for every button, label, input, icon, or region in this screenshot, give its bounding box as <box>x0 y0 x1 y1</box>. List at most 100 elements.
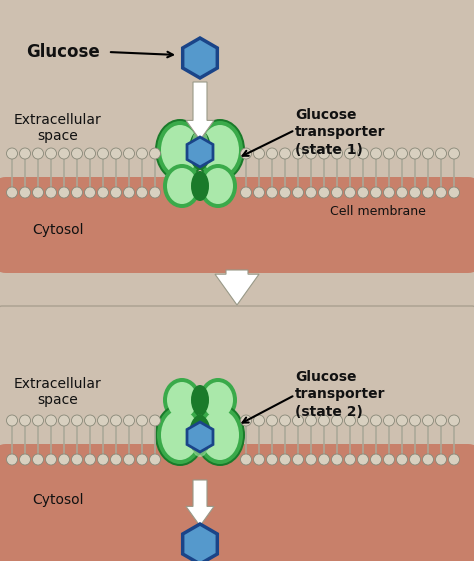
Ellipse shape <box>197 406 243 464</box>
Circle shape <box>371 187 382 198</box>
Ellipse shape <box>161 410 199 460</box>
Circle shape <box>7 148 18 159</box>
Circle shape <box>98 454 109 465</box>
Circle shape <box>46 415 56 426</box>
Circle shape <box>149 415 161 426</box>
Circle shape <box>410 454 420 465</box>
Circle shape <box>280 454 291 465</box>
Circle shape <box>110 454 121 465</box>
Circle shape <box>448 148 459 159</box>
FancyBboxPatch shape <box>0 444 474 561</box>
Circle shape <box>448 415 459 426</box>
FancyBboxPatch shape <box>0 306 474 561</box>
Circle shape <box>396 415 408 426</box>
Circle shape <box>331 148 343 159</box>
Circle shape <box>84 187 95 198</box>
Circle shape <box>110 415 121 426</box>
Circle shape <box>72 415 82 426</box>
Circle shape <box>124 148 135 159</box>
Ellipse shape <box>155 404 205 466</box>
Circle shape <box>292 187 303 198</box>
Circle shape <box>345 415 356 426</box>
Circle shape <box>319 148 329 159</box>
Circle shape <box>266 454 277 465</box>
Text: Extracellular
space: Extracellular space <box>14 113 102 143</box>
Circle shape <box>58 415 70 426</box>
Circle shape <box>46 454 56 465</box>
Circle shape <box>345 454 356 465</box>
Ellipse shape <box>203 382 233 418</box>
Text: Extracellular
space: Extracellular space <box>14 377 102 407</box>
Circle shape <box>306 148 317 159</box>
Circle shape <box>33 148 44 159</box>
Circle shape <box>396 454 408 465</box>
Circle shape <box>266 187 277 198</box>
Ellipse shape <box>197 121 243 179</box>
Circle shape <box>266 148 277 159</box>
Circle shape <box>124 415 135 426</box>
Circle shape <box>436 187 447 198</box>
Circle shape <box>371 415 382 426</box>
Ellipse shape <box>201 125 239 175</box>
Circle shape <box>98 187 109 198</box>
Circle shape <box>345 187 356 198</box>
Circle shape <box>280 187 291 198</box>
Circle shape <box>33 415 44 426</box>
Circle shape <box>345 148 356 159</box>
FancyArrow shape <box>186 480 214 526</box>
Ellipse shape <box>167 382 197 418</box>
Circle shape <box>422 415 434 426</box>
Circle shape <box>240 187 252 198</box>
Circle shape <box>149 454 161 465</box>
Circle shape <box>383 454 394 465</box>
Circle shape <box>84 148 95 159</box>
Circle shape <box>137 187 147 198</box>
Ellipse shape <box>203 168 233 204</box>
Circle shape <box>7 415 18 426</box>
Ellipse shape <box>157 121 203 179</box>
Circle shape <box>137 148 147 159</box>
Circle shape <box>410 415 420 426</box>
Circle shape <box>110 187 121 198</box>
Circle shape <box>7 187 18 198</box>
Circle shape <box>410 187 420 198</box>
Ellipse shape <box>192 130 208 154</box>
Circle shape <box>149 148 161 159</box>
Circle shape <box>331 415 343 426</box>
Circle shape <box>292 148 303 159</box>
Circle shape <box>137 415 147 426</box>
Circle shape <box>254 187 264 198</box>
Circle shape <box>137 454 147 465</box>
FancyBboxPatch shape <box>0 177 474 273</box>
Circle shape <box>254 148 264 159</box>
Circle shape <box>72 148 82 159</box>
Text: Glucose
transporter
(state 2): Glucose transporter (state 2) <box>295 370 385 419</box>
Circle shape <box>280 148 291 159</box>
Circle shape <box>19 415 30 426</box>
Ellipse shape <box>189 415 211 455</box>
Circle shape <box>98 148 109 159</box>
Circle shape <box>19 454 30 465</box>
Ellipse shape <box>163 378 201 422</box>
Circle shape <box>72 454 82 465</box>
Circle shape <box>357 148 368 159</box>
Circle shape <box>240 454 252 465</box>
Ellipse shape <box>157 406 203 464</box>
Circle shape <box>383 415 394 426</box>
Text: Glucose
transporter
(state 1): Glucose transporter (state 1) <box>295 108 385 157</box>
Circle shape <box>72 187 82 198</box>
Circle shape <box>371 454 382 465</box>
Circle shape <box>410 148 420 159</box>
Ellipse shape <box>195 404 245 466</box>
Circle shape <box>240 148 252 159</box>
Circle shape <box>422 187 434 198</box>
FancyArrow shape <box>186 82 214 140</box>
Circle shape <box>98 415 109 426</box>
Circle shape <box>357 415 368 426</box>
Circle shape <box>306 454 317 465</box>
Circle shape <box>124 187 135 198</box>
Circle shape <box>436 415 447 426</box>
Circle shape <box>84 415 95 426</box>
Ellipse shape <box>155 119 205 181</box>
Ellipse shape <box>191 171 209 201</box>
